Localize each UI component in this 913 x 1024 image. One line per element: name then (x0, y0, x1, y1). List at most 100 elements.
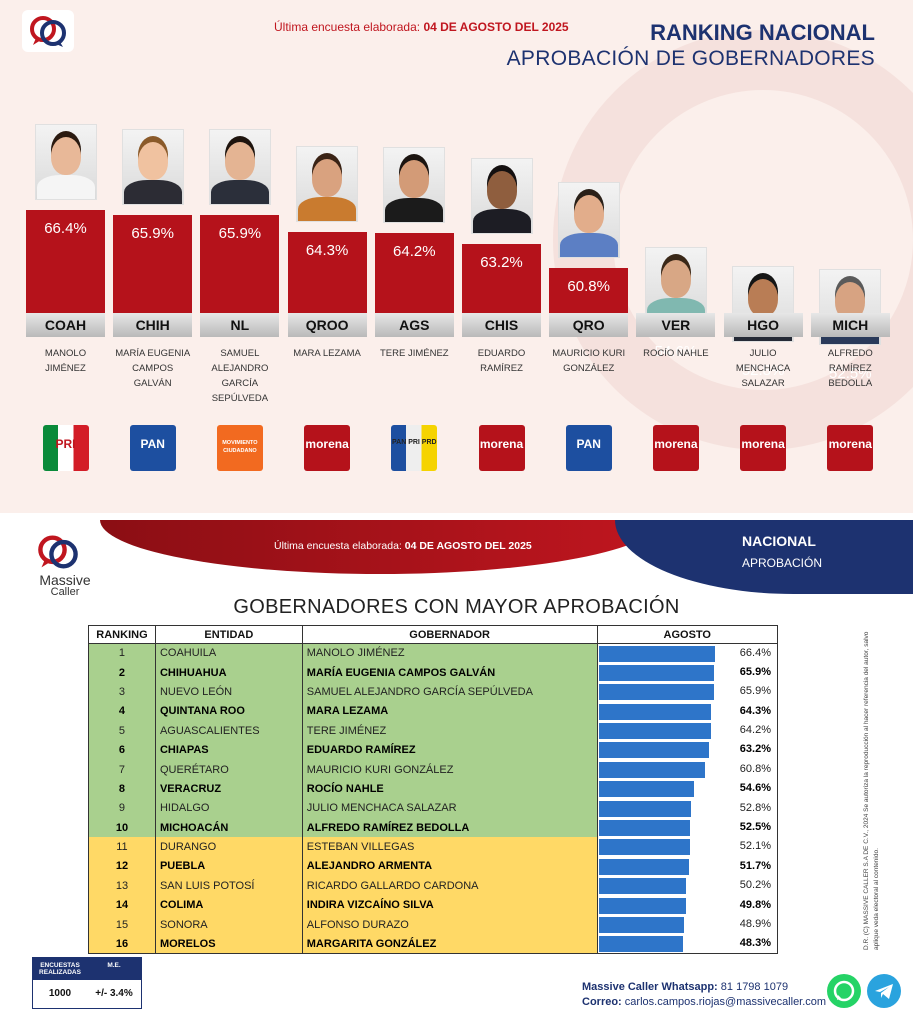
entidad-cell: NUEVO LEÓN (154, 682, 303, 702)
party-logo: MOVIMIENTO CIUDADANO (216, 425, 263, 471)
entidad-cell: MORELOS (154, 934, 303, 955)
governor-name: JULIO MENCHACA SALAZAR (735, 348, 791, 389)
table-row: 5 AGUASCALIENTES TERE JIMÉNEZ 64.2% (88, 721, 779, 741)
rank-cell: 14 (88, 895, 156, 915)
approval-value: 48.9% (739, 917, 771, 930)
gobernador-cell: ESTEBAN VILLEGAS (301, 837, 598, 857)
rank-cell: 16 (88, 934, 156, 955)
rank-cell: 10 (88, 818, 156, 838)
bar-coah: 66.4% (26, 210, 105, 313)
gobernador-cell: ROCÍO NAHLE (301, 779, 598, 799)
agosto-cell: 66.4% (596, 643, 779, 663)
governor-name: ROCÍO NAHLE (643, 348, 709, 359)
table-row: 16 MORELOS MARGARITA GONZÁLEZ 48.3% (88, 934, 779, 955)
agosto-cell: 64.3% (596, 701, 779, 722)
table-row: 10 MICHOACÁN ALFREDO RAMÍREZ BEDOLLA 52.5% (88, 818, 779, 838)
approval-bar (598, 820, 691, 837)
bar-value-label: 63.2% (480, 253, 523, 271)
approval-bar (598, 878, 687, 895)
party-logo: PAN PRI PRD (391, 425, 438, 471)
table-row: 1 COAHUILA MANOLO JIMÉNEZ 66.4% (88, 643, 779, 663)
agosto-cell: 50.2% (596, 876, 779, 896)
table-row: 2 CHIHUAHUA MARÍA EUGENIA CAMPOS GALVÁN 65.… (88, 662, 779, 683)
bar-ags: 64.2% (374, 233, 454, 313)
governor-name: MARA LEZAMA (293, 348, 361, 359)
table-header-row: RANKING ENTIDAD GOBERNADOR AGOSTO (88, 625, 779, 644)
agosto-cell: 65.9% (596, 682, 779, 702)
gobernador-cell: ALFREDO RAMÍREZ BEDOLLA (301, 818, 598, 838)
entidad-cell: COAHUILA (154, 643, 303, 663)
survey-info-box: ENCUESTAS REALIZADAS M.E. 1000 +/- 3.4% (32, 957, 142, 1009)
approval-value: 65.9% (739, 665, 771, 678)
ranking-panel: Última encuesta elaborada: 04 DE AGOSTO … (0, 0, 913, 513)
table-row: 4 QUINTANA ROO MARA LEZAMA 64.3% (88, 701, 779, 722)
header-entidad: ENTIDAD (154, 625, 303, 644)
party-logo: morena (652, 425, 699, 471)
approval-value: 48.3% (739, 937, 771, 950)
agosto-cell: 48.9% (596, 914, 779, 935)
bar-value-label: 60.8% (567, 278, 610, 296)
approval-value: 54.6% (739, 782, 771, 795)
entidad-cell: DURANGO (154, 837, 303, 857)
approval-bar (598, 742, 709, 759)
governor-name: TERE JIMÉNEZ (379, 348, 449, 359)
bar-value-label: 52.8% (741, 361, 785, 379)
chat-bubbles-icon (30, 16, 66, 47)
gobernador-cell: MARA LEZAMA (301, 701, 598, 722)
gobernador-cell: EDUARDO RAMÍREZ (301, 740, 598, 760)
bar-qro: 60.8% (549, 268, 629, 313)
approval-bar (598, 703, 711, 720)
bar-value-label: 64.3% (305, 242, 349, 260)
entidad-cell: VERACRUZ (154, 779, 303, 799)
governor-photo (470, 157, 533, 234)
approval-bar (598, 800, 691, 817)
approval-value: 50.2% (739, 879, 771, 892)
governor-name: EDUARDO RAMÍREZ (477, 348, 526, 374)
encuestas-value: 1000 (48, 988, 72, 999)
agosto-cell: 52.5% (596, 818, 779, 838)
approval-value: 63.2% (739, 743, 771, 756)
approval-value: 66.4% (739, 647, 771, 659)
table-row: 7 QUERÉTARO MAURICIO KURI GONZÁLEZ 60.8% (88, 759, 779, 780)
party-logo: morena (740, 425, 787, 471)
bar-value-label: 54.6% (654, 342, 698, 360)
approval-value: 52.5% (739, 821, 771, 834)
rank-cell: 2 (88, 662, 156, 683)
table-panel: Última encuesta elaborada: 04 DE AGOSTO … (0, 520, 913, 1024)
rank-cell: 12 (88, 856, 156, 877)
governor-photo (208, 129, 271, 206)
rank-cell: 7 (88, 759, 156, 780)
state-label: HGO (723, 313, 803, 337)
state-label: CHIH (113, 313, 193, 337)
governor-name: MARÍA EUGENIA CAMPOS GALVÁN (115, 348, 191, 389)
table-row: 15 SONORA ALFONSO DURAZO 48.9% (88, 914, 779, 935)
rank-cell: 8 (88, 779, 156, 799)
table-row: 9 HIDALGO JULIO MENCHACA SALAZAR 52.8% (88, 798, 779, 819)
gobernador-cell: SAMUEL ALEJANDRO GARCÍA SEPÚLVEDA (301, 682, 598, 702)
governor-photo (644, 246, 707, 323)
gobernador-cell: MANOLO JIMÉNEZ (301, 643, 598, 663)
governor-bar-chart: 66.4% COAH MANOLO JIMÉNEZ PRI 65.9% CHIH MARÍA … (26, 124, 890, 471)
telegram-icon[interactable] (867, 974, 901, 1008)
bar-chih: 65.9% (113, 215, 193, 313)
approval-bar (598, 936, 683, 953)
entidad-cell: COLIMA (154, 895, 303, 915)
approval-bar (598, 781, 694, 798)
approval-value: 64.2% (739, 724, 771, 737)
state-label: AGS (374, 313, 454, 337)
survey-date-bottom: Última encuesta elaborada: 04 DE AGOSTO … (274, 540, 532, 552)
governor-photo (383, 147, 446, 224)
whatsapp-icon[interactable] (827, 974, 861, 1008)
table-row: 13 SAN LUIS POTOSÍ RICARDO GALLARDO CARDON… (88, 876, 779, 896)
entidad-cell: MICHOACÁN (154, 818, 303, 838)
bar-value-label: 65.9% (131, 225, 174, 243)
entidad-cell: PUEBLA (154, 856, 303, 877)
gobernador-cell: INDIRA VIZCAÍNO SILVA (301, 895, 598, 915)
approval-bar (598, 723, 711, 740)
encuestas-label: ENCUESTAS REALIZADAS (39, 962, 81, 976)
rank-cell: 1 (88, 643, 156, 663)
page-title: RANKING NACIONAL (650, 20, 875, 45)
logo-text-caller: Caller (50, 586, 80, 598)
entidad-cell: SONORA (154, 914, 303, 935)
state-label: CHIS (462, 313, 541, 337)
